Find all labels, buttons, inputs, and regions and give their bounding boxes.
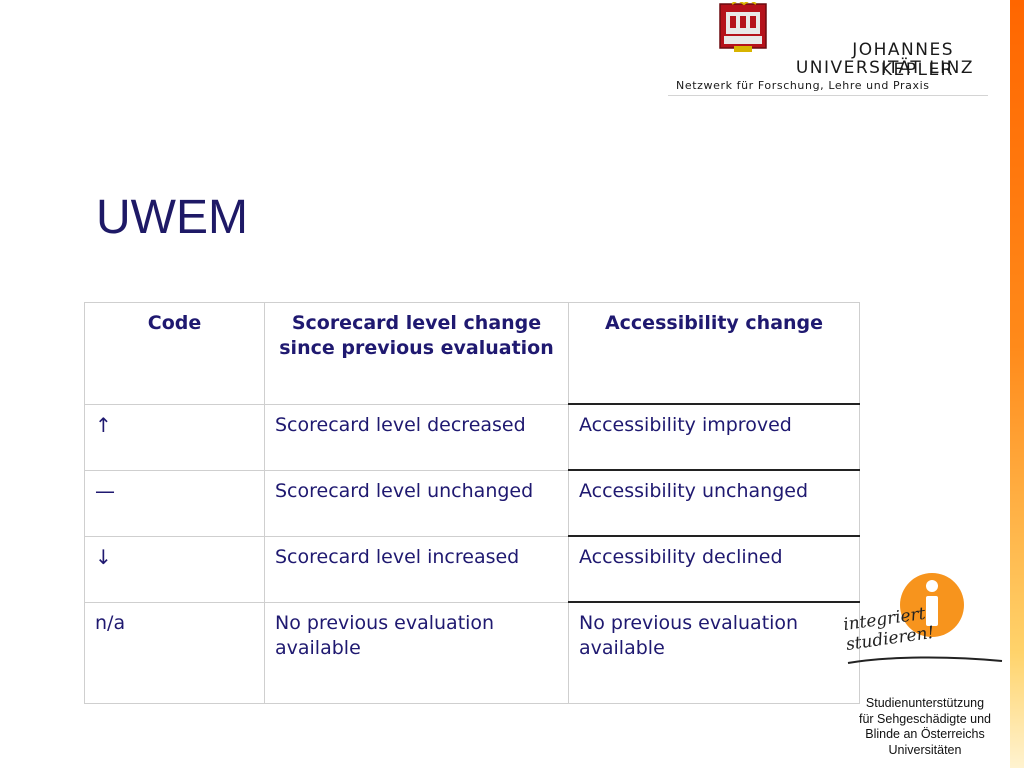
support-caption: Studienunterstützung für Sehgeschädigte … — [842, 696, 1008, 758]
table-row: ↑ Scorecard level decreased Accessibilit… — [84, 403, 860, 471]
crest-icon — [719, 2, 767, 52]
table-header-row: Code Scorecard level change since previo… — [84, 302, 860, 405]
caption-line: Studienunterstützung — [865, 696, 985, 710]
table-header-cell: Scorecard level change since previous ev… — [264, 302, 569, 405]
code-table: Code Scorecard level change since previo… — [84, 302, 860, 704]
caption-line: für Sehgeschädigte und — [858, 711, 992, 726]
table-cell: No previous evaluation available — [568, 601, 860, 704]
logo-name-line2: UNIVERSITÄT LINZ — [795, 58, 974, 78]
table-cell-code: n/a — [84, 601, 265, 704]
table-cell: Scorecard level increased — [264, 535, 569, 603]
table-cell: No previous evaluation available — [264, 601, 569, 704]
caption-line: Blinde an Österreichs — [865, 727, 985, 741]
university-logo: JOHANNES KEPLER UNIVERSITÄT LINZ Netzwer… — [668, 2, 988, 96]
table-cell: Accessibility declined — [568, 535, 860, 603]
integriert-studieren-logo: integriert studieren! — [840, 560, 1010, 670]
table-cell: Accessibility improved — [568, 403, 860, 471]
table-row: ↓ Scorecard level increased Accessibilit… — [84, 535, 860, 603]
table-row: n/a No previous evaluation available No … — [84, 601, 860, 704]
side-accent-bar — [1010, 0, 1024, 768]
table-cell: Scorecard level unchanged — [264, 469, 569, 537]
info-icon — [900, 573, 964, 637]
slide-title: UWEM — [96, 191, 248, 244]
table-cell-code: ↑ — [84, 403, 265, 471]
table-header-cell: Code — [84, 302, 265, 405]
table-cell-code: ↓ — [84, 535, 265, 603]
table-header-cell: Accessibility change — [568, 302, 860, 405]
logo-name-line1: JOHANNES KEPLER — [852, 40, 954, 80]
logo-divider — [668, 95, 988, 96]
logo-tagline: Netzwerk für Forschung, Lehre und Praxis — [676, 79, 930, 92]
table-cell: Accessibility unchanged — [568, 469, 860, 537]
caption-line: Universitäten — [888, 742, 962, 757]
table-row: — Scorecard level unchanged Accessibilit… — [84, 469, 860, 537]
table-cell-code: — — [84, 469, 265, 537]
table-cell: Scorecard level decreased — [264, 403, 569, 471]
